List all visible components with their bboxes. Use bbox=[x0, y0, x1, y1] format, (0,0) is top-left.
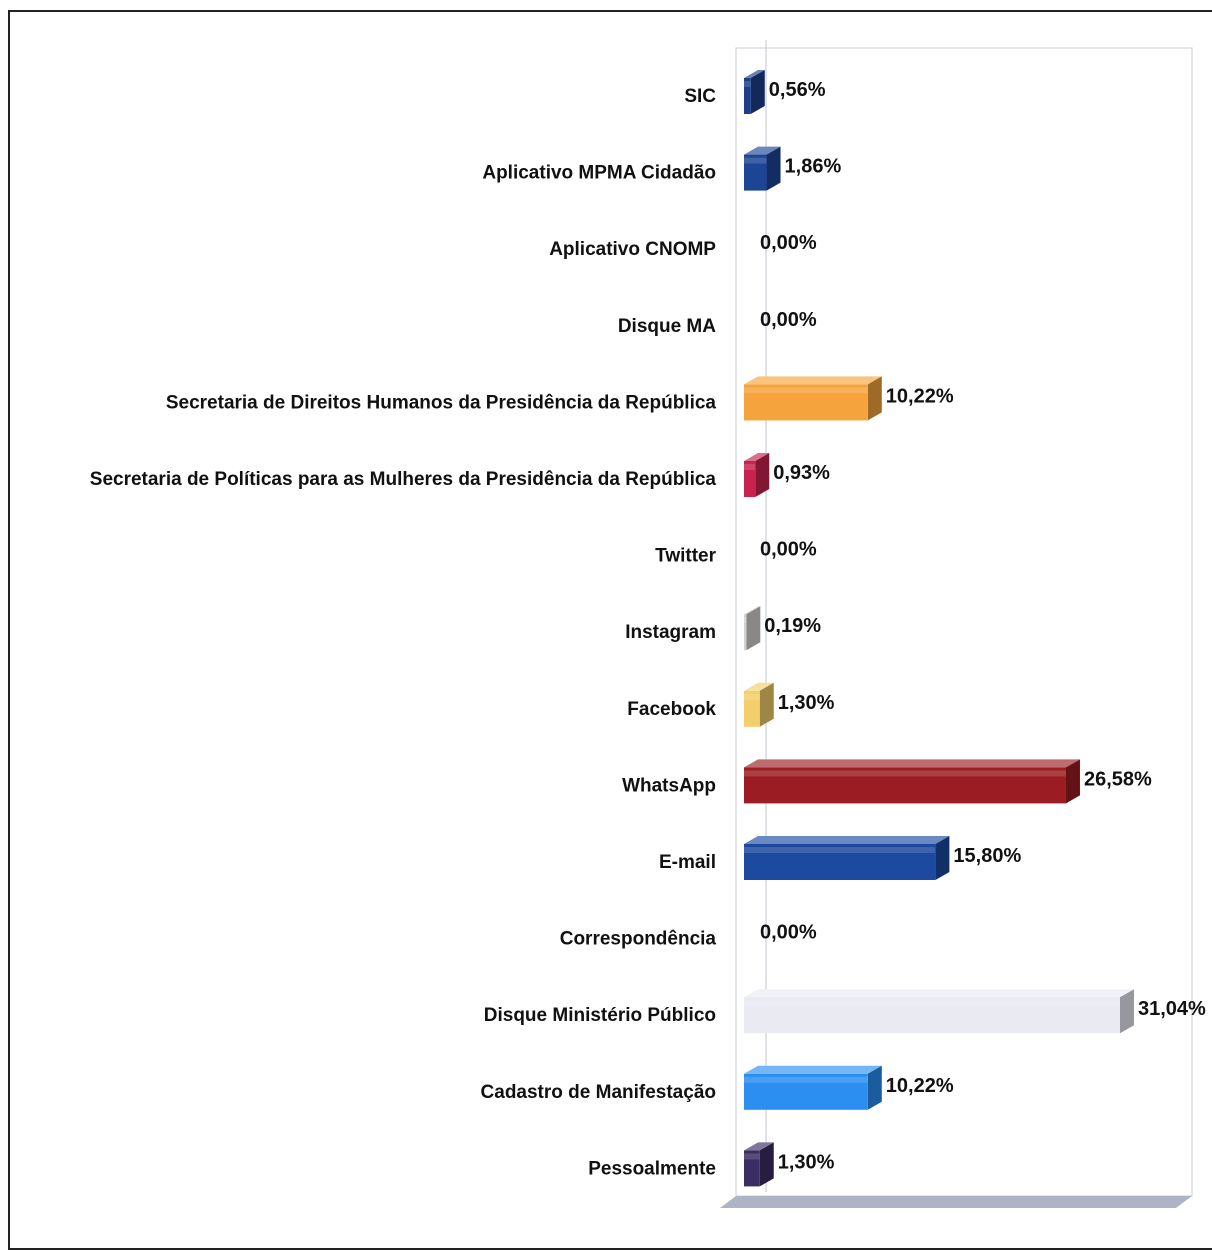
category-label: Cadastro de Manifestação bbox=[481, 1082, 716, 1103]
bar bbox=[744, 70, 765, 114]
bar-highlight bbox=[744, 1153, 760, 1160]
bar-top-face bbox=[744, 606, 761, 615]
bar bbox=[744, 759, 1080, 804]
bars bbox=[744, 70, 1134, 1187]
bar-highlight bbox=[744, 464, 756, 470]
bar-side-face bbox=[755, 453, 770, 497]
data-label: 1,30% bbox=[778, 1151, 835, 1173]
bar-highlight bbox=[744, 81, 751, 87]
category-label: Secretaria de Políticas para as Mulheres… bbox=[90, 469, 717, 490]
value-labels: 0,56% 1,86% 0,00% 0,00% 10,22% 0,93% 0,00% 0,19… bbox=[760, 79, 1206, 1173]
bar-highlight bbox=[744, 770, 1066, 777]
bar-highlight bbox=[744, 1076, 868, 1083]
bar-side-face bbox=[759, 682, 774, 727]
bar-front-face bbox=[744, 461, 756, 497]
bar bbox=[744, 989, 1134, 1034]
bar-side-face bbox=[766, 146, 781, 191]
bar-highlight bbox=[744, 693, 760, 700]
bar-front-face bbox=[744, 78, 751, 114]
category-label: Correspondência bbox=[560, 929, 717, 950]
data-label: 0,00% bbox=[760, 922, 817, 944]
category-label: E-mail bbox=[659, 852, 716, 873]
data-label: 10,22% bbox=[886, 1075, 954, 1097]
bar-highlight bbox=[744, 1000, 1120, 1007]
bar-side-face bbox=[750, 70, 765, 114]
data-label: 26,58% bbox=[1084, 768, 1152, 790]
bar-front-face bbox=[744, 614, 747, 651]
bar-highlight bbox=[744, 387, 868, 394]
category-label: Secretaria de Direitos Humanos da Presid… bbox=[166, 392, 717, 413]
category-label: WhatsApp bbox=[622, 775, 716, 796]
category-label: Facebook bbox=[627, 699, 716, 720]
category-label: Disque MA bbox=[618, 316, 716, 337]
plot-floor bbox=[720, 1196, 1192, 1208]
bar-highlight bbox=[744, 157, 767, 164]
bar-highlight bbox=[744, 617, 747, 624]
bar bbox=[744, 1065, 882, 1110]
bar bbox=[744, 682, 774, 727]
bar-side-face bbox=[867, 1065, 882, 1110]
bar-side-face bbox=[935, 836, 950, 880]
bar-top-face bbox=[744, 376, 882, 385]
category-label: SIC bbox=[684, 86, 716, 107]
category-label: Aplicativo CNOMP bbox=[549, 239, 716, 260]
bar-top-face bbox=[744, 1065, 882, 1074]
bar-side-face bbox=[1065, 759, 1080, 804]
bar-top-face bbox=[744, 1142, 774, 1151]
data-label: 31,04% bbox=[1138, 998, 1206, 1020]
bar bbox=[744, 1142, 774, 1187]
bar bbox=[744, 836, 950, 880]
bar-top-face bbox=[744, 759, 1080, 768]
category-labels: SIC Aplicativo MPMA Cidadão Aplicativo CNO… bbox=[90, 86, 717, 1179]
data-label: 15,80% bbox=[953, 845, 1021, 867]
bar-side-face bbox=[759, 1142, 774, 1187]
bar-side-face bbox=[867, 376, 882, 421]
bar bbox=[744, 376, 882, 421]
category-label: Twitter bbox=[655, 546, 716, 567]
bar-top-face bbox=[744, 989, 1134, 998]
bar bbox=[744, 606, 761, 651]
data-label: 0,56% bbox=[769, 79, 826, 101]
data-label: 0,00% bbox=[760, 539, 817, 561]
bar-top-face bbox=[744, 682, 774, 691]
category-label: Instagram bbox=[625, 622, 716, 643]
data-label: 0,93% bbox=[773, 462, 830, 484]
data-label: 0,00% bbox=[760, 232, 817, 254]
category-label: Aplicativo MPMA Cidadão bbox=[482, 163, 716, 184]
bar-side-face bbox=[1120, 989, 1134, 1034]
bar-top-face bbox=[744, 453, 770, 461]
bar bbox=[744, 146, 781, 191]
data-label: 0,19% bbox=[764, 615, 821, 637]
bar-top-face bbox=[744, 836, 950, 844]
category-label: Pessoalmente bbox=[588, 1158, 716, 1179]
data-label: 10,22% bbox=[886, 385, 954, 407]
category-label: Disque Ministério Público bbox=[484, 1005, 716, 1026]
data-label: 0,00% bbox=[760, 309, 817, 331]
bar-side-face bbox=[746, 606, 761, 651]
bar-top-face bbox=[744, 146, 781, 155]
bar bbox=[744, 453, 770, 497]
bar-top-face bbox=[744, 70, 765, 78]
bar-highlight bbox=[744, 847, 936, 853]
data-label: 1,30% bbox=[778, 692, 835, 714]
data-label: 1,86% bbox=[785, 156, 842, 178]
